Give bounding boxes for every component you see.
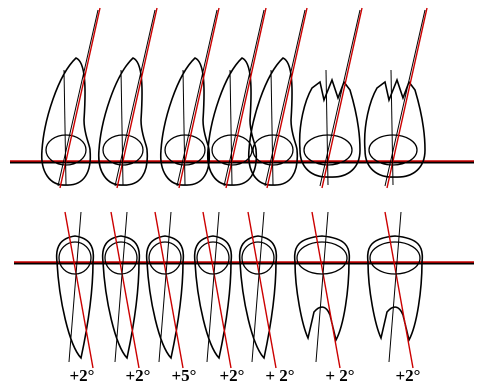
lower-tooth-molar bbox=[293, 211, 351, 369]
tooth-vertical-axis bbox=[229, 69, 233, 186]
tooth-vertical-axis bbox=[120, 69, 124, 186]
tooth-long-axis bbox=[154, 211, 184, 369]
tooth-long-axis bbox=[116, 7, 158, 189]
tooth-vertical-axis bbox=[63, 69, 67, 186]
tooth-contour-circle bbox=[369, 241, 421, 275]
tooth-vertical-axis bbox=[325, 69, 329, 186]
angle-label: +2° bbox=[69, 366, 95, 385]
tooth-long-axis bbox=[321, 7, 363, 189]
angle-label: +5° bbox=[171, 366, 197, 385]
tooth-root-outline bbox=[363, 77, 426, 151]
tooth-root-outline bbox=[239, 261, 277, 360]
tooth-long-axis bbox=[110, 211, 140, 369]
tooth-long-axis bbox=[225, 7, 267, 189]
tooth-root-outline bbox=[207, 57, 257, 151]
lower-tooth-molar bbox=[366, 211, 424, 369]
tooth-root-outline bbox=[298, 77, 361, 151]
tooth-root-outline bbox=[294, 261, 350, 343]
tooth-long-axis bbox=[202, 211, 232, 369]
tooth-contour-circle bbox=[58, 241, 92, 275]
tooth-crown-outline bbox=[193, 235, 233, 263]
tooth-crown-outline bbox=[101, 235, 141, 263]
upper-tooth-incisor bbox=[98, 7, 158, 189]
tooth-long-axis-outline bbox=[264, 9, 306, 187]
tooth-root-outline bbox=[194, 261, 232, 360]
tooth-root-outline bbox=[56, 261, 94, 360]
angle-label: + 2° bbox=[325, 366, 355, 385]
tooth-contour-circle bbox=[196, 241, 230, 275]
tooth-vertical-axis bbox=[388, 211, 402, 363]
lower-tooth-incisor bbox=[101, 211, 141, 369]
tooth-long-axis bbox=[59, 7, 101, 189]
tooth-root-outline bbox=[102, 261, 140, 360]
lower-tooth-incisor bbox=[55, 211, 95, 369]
tooth-long-axis bbox=[386, 7, 428, 189]
upper-tooth-molar bbox=[298, 7, 363, 189]
tooth-long-axis-outline bbox=[57, 9, 99, 187]
tooth-crown-outline bbox=[293, 235, 351, 263]
tooth-crown-outline bbox=[299, 149, 361, 178]
tooth-long-axis bbox=[178, 7, 220, 189]
angle-label: +2° bbox=[219, 366, 245, 385]
lower-tooth-premolar bbox=[238, 211, 278, 369]
tooth-crown-outline bbox=[364, 149, 426, 178]
upper-tooth-premolar bbox=[207, 7, 267, 189]
upper-teeth bbox=[41, 7, 428, 189]
tooth-contour-circle bbox=[104, 241, 138, 275]
tooth-contour-circle bbox=[241, 241, 275, 275]
tooth-vertical-axis bbox=[251, 211, 265, 363]
tooth-long-axis-outline bbox=[223, 9, 265, 187]
upper-tooth-incisor-wide bbox=[41, 7, 101, 189]
tooth-vertical-axis bbox=[270, 69, 274, 186]
tooth-long-axis-outline bbox=[176, 9, 218, 187]
tooth-root-outline bbox=[248, 57, 298, 151]
tooth-long-axis-outline bbox=[114, 9, 156, 187]
tooth-vertical-axis bbox=[315, 211, 329, 363]
tooth-long-axis bbox=[266, 7, 308, 189]
tooth-long-axis bbox=[311, 211, 341, 369]
tooth-crown-outline bbox=[145, 235, 185, 263]
lower-tooth-premolar bbox=[193, 211, 233, 369]
angle-label: + 2° bbox=[265, 366, 295, 385]
tooth-root-outline bbox=[41, 57, 91, 151]
tooth-long-axis-outline bbox=[384, 9, 426, 187]
tooth-vertical-axis bbox=[68, 211, 82, 363]
lower-tooth-canine bbox=[145, 211, 185, 369]
tooth-root-outline bbox=[367, 261, 423, 343]
tooth-contour-circle bbox=[148, 241, 182, 275]
tooth-crown-outline bbox=[55, 235, 95, 263]
upper-tooth-canine bbox=[160, 7, 220, 189]
tooth-vertical-axis bbox=[182, 69, 186, 186]
tooth-vertical-axis bbox=[206, 211, 220, 363]
tooth-vertical-axis bbox=[390, 69, 394, 186]
tooth-vertical-axis bbox=[158, 211, 172, 363]
upper-tooth-molar bbox=[363, 7, 428, 189]
angle-label: +2° bbox=[125, 366, 151, 385]
tooth-long-axis bbox=[384, 211, 414, 369]
tooth-root-outline bbox=[160, 57, 210, 151]
angle-label: +2° bbox=[395, 366, 421, 385]
lower-teeth bbox=[55, 211, 424, 369]
tooth-crown-outline bbox=[366, 235, 424, 263]
tooth-root-outline bbox=[98, 57, 148, 151]
tooth-long-axis bbox=[64, 211, 94, 369]
tooth-root-outline bbox=[146, 261, 184, 360]
tooth-crown-outline bbox=[238, 235, 278, 263]
tooth-contour-circle bbox=[296, 241, 348, 275]
tooth-long-axis bbox=[247, 211, 277, 369]
tooth-long-axis-outline bbox=[319, 9, 361, 187]
tooth-vertical-axis bbox=[114, 211, 128, 363]
upper-tooth-premolar bbox=[248, 7, 308, 189]
